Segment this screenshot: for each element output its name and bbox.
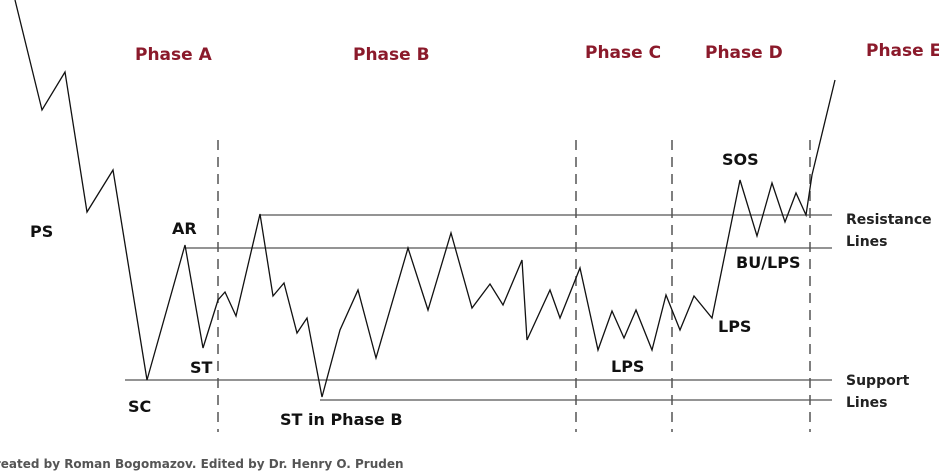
event-label: BU/LPS	[736, 253, 800, 272]
event-label: SOS	[722, 150, 759, 169]
event-label: ST	[190, 358, 213, 377]
event-label: PS	[30, 222, 53, 241]
phase-label: Phase A	[135, 45, 213, 65]
event-label: SC	[128, 397, 151, 416]
side-label: Resistance	[846, 212, 932, 228]
credit: Created by Roman Bogomazov. Edited by Dr…	[0, 457, 404, 471]
phase-label: Phase C	[585, 43, 661, 63]
side-label: Lines	[846, 234, 888, 250]
event-label: LPS	[611, 357, 644, 376]
side-label: Lines	[846, 395, 888, 411]
phase-label: Phase B	[353, 45, 430, 65]
price-path	[14, 0, 836, 398]
event-label: ST in Phase B	[280, 410, 403, 429]
phase-label: Phase E	[866, 41, 939, 61]
side-label: Support	[846, 373, 910, 389]
event-label: LPS	[718, 317, 751, 336]
phase-label: Phase D	[705, 43, 783, 63]
event-label: AR	[172, 219, 197, 238]
